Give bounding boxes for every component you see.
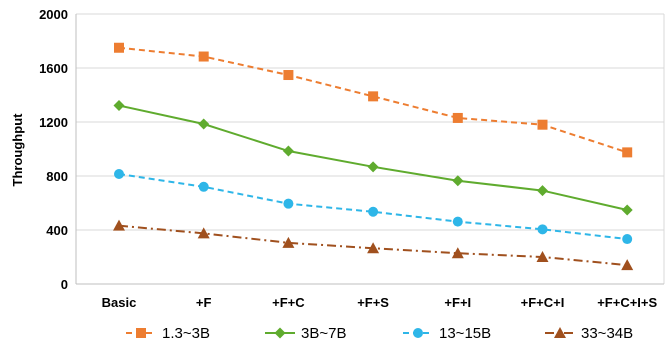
- legend-swatch-marker: [274, 327, 286, 339]
- legend-item: 13~15B: [403, 325, 491, 342]
- x-tick-label: +F: [196, 295, 212, 310]
- data-point: [283, 70, 294, 81]
- y-tick-label: 400: [46, 223, 68, 238]
- data-point: [537, 119, 548, 130]
- data-point: [622, 147, 633, 158]
- series-4: [113, 219, 634, 271]
- data-point: [451, 247, 464, 259]
- data-point: [113, 100, 125, 112]
- data-point: [113, 219, 125, 231]
- legend-label: 33~34B: [581, 325, 633, 342]
- data-point: [537, 185, 548, 197]
- legend: 1.3~3B 3B~7B 13~15B 33~34B: [126, 325, 633, 342]
- y-tick-label: 1600: [39, 61, 68, 76]
- y-tick-label: 0: [61, 277, 68, 292]
- legend-item: 1.3~3B: [126, 325, 210, 342]
- data-point: [367, 242, 380, 254]
- legend-label: 3B~7B: [301, 325, 346, 342]
- data-point: [198, 118, 210, 130]
- x-tick-label: +F+C: [272, 295, 305, 310]
- legend-swatch-marker: [136, 328, 146, 338]
- gridlines: [76, 13, 665, 284]
- data-point: [536, 251, 549, 262]
- tick-labels: 0 400 800 1200 1600 2000 Basic +F +F+C +F+S +F+I +F…: [39, 7, 657, 310]
- axes: [75, 14, 664, 285]
- data-point: [621, 259, 634, 271]
- data-point: [622, 234, 633, 245]
- series-line: [118, 104, 628, 211]
- data-point: [537, 224, 548, 235]
- x-tick-label: +F+S: [357, 295, 389, 310]
- series-line: [118, 172, 628, 241]
- x-tick-label: +F+C+I: [521, 295, 565, 310]
- data-point: [282, 145, 294, 157]
- y-axis-title: Throughput: [10, 113, 25, 187]
- series-group: [113, 42, 634, 271]
- data-point: [452, 175, 464, 187]
- data-point: [283, 198, 294, 209]
- legend-label: 13~15B: [439, 325, 491, 342]
- x-tick-label: +F+I: [444, 295, 471, 310]
- data-point: [452, 112, 463, 123]
- x-tick-label: Basic: [102, 295, 137, 310]
- y-tick-label: 1200: [39, 115, 68, 130]
- data-point: [367, 161, 379, 173]
- series-3: [114, 168, 633, 245]
- y-tick-label: 2000: [39, 7, 68, 22]
- data-point: [198, 51, 209, 62]
- data-point: [197, 227, 210, 239]
- series-1: [114, 42, 633, 158]
- data-point: [198, 181, 209, 192]
- data-point: [114, 42, 124, 53]
- x-tick-label: +F+C+I+S: [597, 295, 657, 310]
- legend-swatch-marker: [554, 327, 566, 338]
- data-point: [452, 216, 463, 227]
- data-point: [368, 206, 379, 217]
- legend-item: 33~34B: [545, 325, 633, 342]
- legend-item: 3B~7B: [265, 325, 346, 342]
- legend-swatch-marker: [413, 328, 423, 338]
- legend-label: 1.3~3B: [162, 325, 210, 342]
- data-point: [368, 91, 379, 102]
- data-point: [282, 236, 295, 248]
- series-2: [113, 100, 633, 216]
- y-tick-label: 800: [46, 169, 68, 184]
- data-point: [114, 168, 124, 179]
- data-point: [621, 204, 633, 216]
